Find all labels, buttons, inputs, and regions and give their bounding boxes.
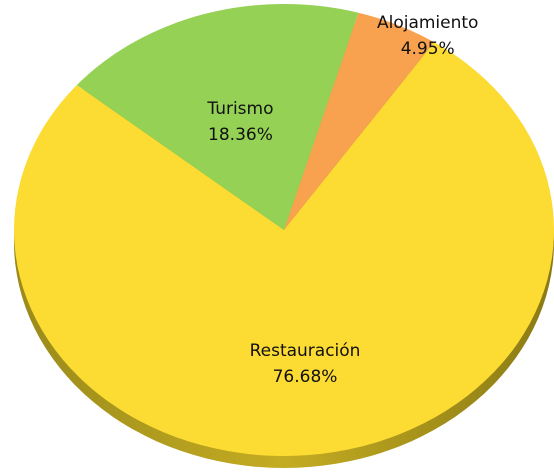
slice-label: Turismo	[206, 99, 273, 119]
pie-slice	[13, 42, 554, 457]
slice-value-label: 76.68%	[273, 367, 338, 387]
pie-slice	[76, 4, 359, 231]
slice-label: Alojamiento	[377, 13, 478, 33]
slice-value-label: 18.36%	[208, 125, 273, 145]
pie-slice	[284, 12, 435, 231]
slice-value-label: 4.95%	[401, 39, 455, 59]
slice-label: Restauración	[250, 341, 361, 361]
